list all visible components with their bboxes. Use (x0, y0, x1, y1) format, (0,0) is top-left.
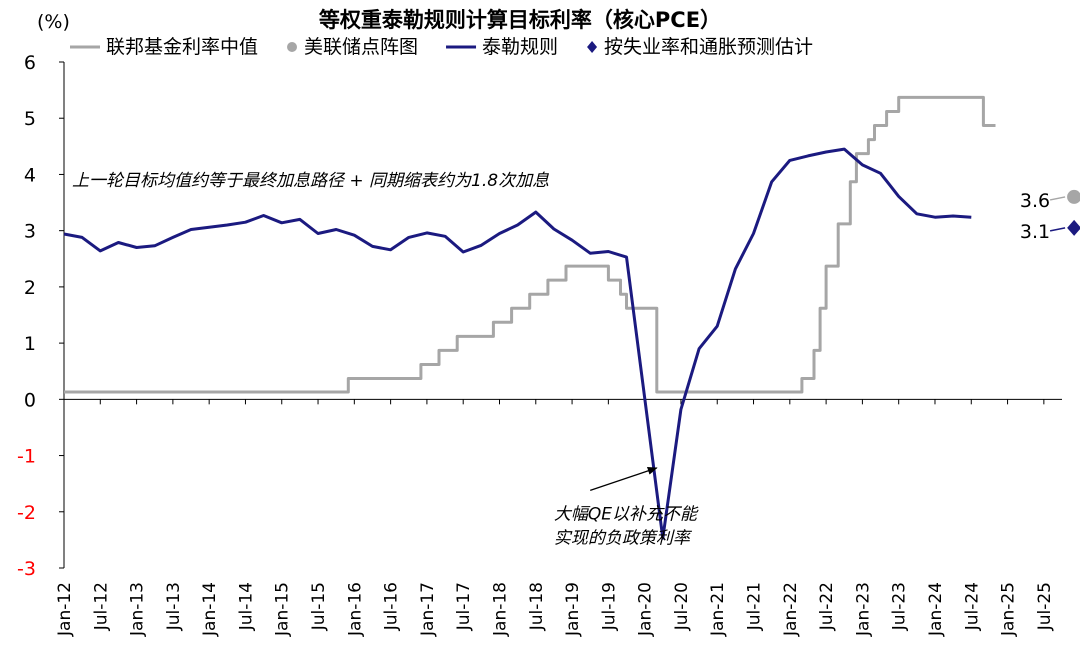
legend-label: 泰勒规则 (482, 36, 558, 58)
x-tick-label: Jan-16 (345, 582, 365, 637)
series-line-0 (64, 95, 996, 394)
x-tick-label: Jul-12 (91, 582, 111, 631)
point-label-leader (1049, 227, 1066, 232)
series-point-dot (1067, 189, 1080, 204)
legend-swatch (287, 42, 298, 52)
legend-label: 美联储点阵图 (304, 36, 418, 58)
x-tick-label: Jan-13 (128, 582, 148, 637)
axes-layer: 6 5 4 3 2 1 0 -1 -2 -3 Jan-12 Jul-12 Jan-13 Jul-13 Jan… (17, 52, 1062, 637)
y-tick-label: -2 (17, 502, 36, 524)
y-tick-label: -3 (17, 558, 36, 580)
y-tick-label: 0 (24, 389, 36, 411)
annotation-arrow (590, 467, 658, 492)
x-tick-label: Jul-21 (745, 582, 765, 631)
x-tick-label: Jan-19 (563, 582, 583, 637)
y-tick-label: 1 (24, 333, 36, 355)
legend-swatch (587, 41, 598, 53)
y-tick-label: 6 (24, 52, 36, 74)
legend: 联邦基金利率中值 美联储点阵图 泰勒规则 按失业率和通胀预测估计 (70, 36, 813, 58)
y-tick-label: 5 (24, 108, 36, 130)
legend-item-3: 按失业率和通胀预测估计 (587, 36, 813, 58)
point-label: 3.6 (1020, 190, 1050, 212)
x-tick-label: Jan-20 (636, 582, 656, 637)
x-tick-label: Jan-12 (55, 582, 75, 637)
x-tick-label: Jul-19 (599, 582, 619, 631)
x-tick-label: Jan-18 (490, 582, 510, 637)
point-label-leader (1049, 196, 1066, 201)
y-tick-label: 3 (24, 221, 36, 243)
x-tick-label: Jul-18 (527, 582, 547, 631)
x-tick-label: Jul-22 (817, 582, 837, 631)
chart-title: 等权重泰勒规则计算目标利率（核心PCE） (319, 8, 721, 32)
x-tick-label: Jul-20 (672, 582, 692, 631)
x-tick-label: Jul-25 (1035, 582, 1055, 631)
legend-item-0: 联邦基金利率中值 (70, 36, 258, 58)
legend-label: 联邦基金利率中值 (106, 36, 258, 58)
x-tick-label: Jan-22 (781, 582, 801, 637)
x-tick-label: Jan-21 (708, 582, 728, 637)
series-line-2 (63, 147, 972, 540)
y-tick-label: -1 (17, 446, 36, 468)
x-tick-label: Jul-17 (454, 582, 474, 631)
x-tick-label: Jan-17 (418, 582, 438, 637)
x-tick-label: Jul-13 (164, 582, 184, 631)
x-tick-label: Jan-24 (926, 582, 946, 637)
x-tick-label: Jul-15 (309, 582, 329, 631)
x-tick-label: Jan-25 (999, 582, 1019, 637)
legend-label: 按失业率和通胀预测估计 (604, 36, 813, 58)
series-point-diamond (1067, 219, 1080, 236)
x-tick-label: Jul-16 (382, 582, 402, 631)
point-label: 3.1 (1020, 221, 1050, 243)
annotation-text: 上一轮目标均值约等于最终加息路径 + 同期缩表约为1.8次加息 (72, 171, 549, 191)
annotation-text-line: 实现的负政策利率 (554, 529, 693, 549)
annotations: 上一轮目标均值约等于最终加息路径 + 同期缩表约为1.8次加息大幅QE以补充不能… (72, 171, 699, 549)
y-unit-label: (%) (37, 11, 70, 33)
legend-item-2: 泰勒规则 (446, 36, 558, 58)
series-layer: 3.63.1 (63, 95, 1080, 540)
x-tick-label: Jan-14 (200, 582, 220, 637)
x-tick-label: Jan-23 (853, 582, 873, 637)
y-tick-label: 2 (24, 277, 36, 299)
x-tick-label: Jul-14 (236, 582, 256, 631)
x-tick-label: Jul-23 (890, 582, 910, 631)
legend-item-1: 美联储点阵图 (287, 36, 418, 58)
annotation-text-line: 大幅QE以补充不能 (554, 505, 699, 525)
x-tick-label: Jul-24 (962, 582, 982, 631)
x-tick-label: Jan-15 (273, 582, 293, 637)
y-tick-label: 4 (24, 164, 36, 186)
